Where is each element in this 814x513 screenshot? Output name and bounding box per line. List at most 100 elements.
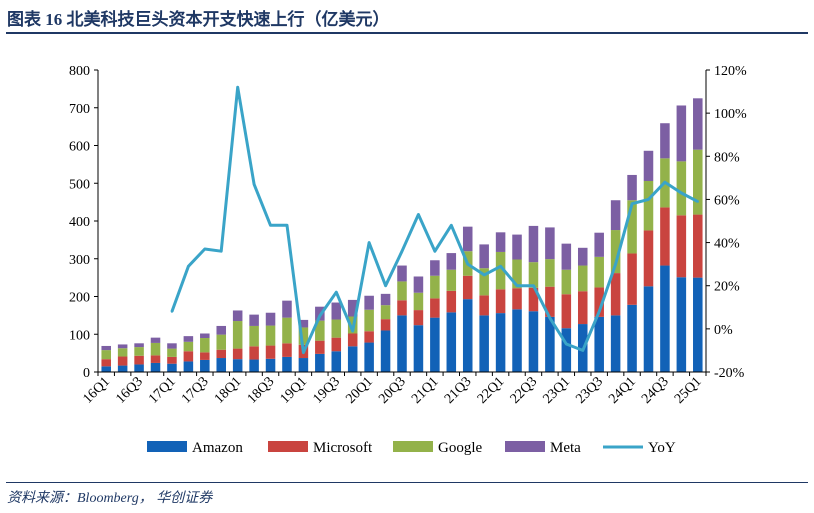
bar-meta-22q1	[495, 232, 506, 252]
bar-meta-24q1	[627, 174, 637, 201]
bar-meta-16q1	[101, 345, 111, 351]
bar-google-16q1	[101, 350, 111, 360]
x-tick-label: 24Q3	[639, 374, 672, 407]
yoy-point-22q3	[532, 284, 535, 287]
bar-google-22q1	[495, 251, 506, 290]
yoy-point-17q1	[170, 310, 174, 313]
bar-microsoft-21q1	[430, 298, 440, 318]
bar-amazon-22q4	[545, 316, 555, 372]
bar-microsoft-17q1	[167, 356, 177, 364]
bar-amazon-21q2	[446, 312, 457, 372]
yoy-point-18q3	[269, 224, 272, 227]
yoy-point-19q1	[302, 351, 305, 354]
bar-microsoft-18q1	[232, 348, 243, 360]
bar-amazon-17q3	[200, 359, 210, 372]
bar-amazon-25q1	[693, 277, 703, 372]
bar-amazon-21q4	[479, 315, 489, 372]
figure-title: 图表 16 北美科技巨头资本开支快速上行（亿美元）	[7, 10, 390, 29]
x-tick-label: 16Q3	[113, 374, 146, 407]
bar-meta-22q3	[528, 225, 539, 263]
yoy-point-22q4	[548, 316, 552, 320]
bar-microsoft-21q3	[462, 275, 473, 300]
yoy-point-17q3	[203, 247, 207, 251]
bar-meta-17q2	[183, 336, 194, 342]
bar-microsoft-17q3	[200, 352, 210, 360]
bar-microsoft-22q3	[528, 287, 539, 312]
bar-meta-21q2	[446, 253, 457, 270]
bar-meta-24q2	[643, 150, 654, 181]
x-tick-label: 19Q3	[310, 374, 343, 407]
source-rule	[6, 482, 808, 483]
yoy-point-21q2	[450, 224, 453, 227]
bar-microsoft-23q4	[610, 273, 621, 316]
legend-swatch-microsoft	[268, 441, 308, 452]
bar-amazon-19q4	[347, 346, 358, 372]
capex-chart: 0 100 200 300 400 500 600 700 800 -20% 0% 20% 40% 60%…	[69, 64, 747, 456]
bar-microsoft-20q3	[397, 300, 407, 316]
x-tick-label: 22Q3	[508, 374, 541, 407]
yoy-point-22q2	[515, 284, 519, 287]
source-note: 资料来源：Bloomberg， 华创证券	[7, 491, 213, 506]
yoy-point-25q1	[696, 200, 699, 203]
yoy-point-17q2	[187, 265, 190, 268]
bar-meta-20q3	[397, 265, 407, 282]
yoy-point-20q3	[400, 250, 404, 253]
bar-microsoft-20q2	[380, 319, 391, 331]
bar-google-16q2	[117, 348, 128, 357]
bar-amazon-22q1	[495, 313, 506, 372]
x-tick-label: 18Q3	[245, 374, 278, 407]
x-tick-label: 23Q1	[541, 374, 574, 407]
bar-microsoft-20q1	[364, 331, 374, 343]
bar-meta-17q3	[200, 333, 210, 339]
bar-microsoft-24q1	[627, 253, 637, 305]
bar-meta-22q2	[512, 234, 522, 260]
x-tick-label: 18Q1	[212, 374, 245, 407]
legend-swatch-meta	[505, 441, 545, 452]
bar-amazon-23q1	[561, 328, 572, 372]
bar-google-16q4	[150, 342, 161, 356]
bar-amazon-20q1	[364, 342, 374, 372]
bar-google-23q3	[594, 256, 604, 288]
bar-google-23q1	[561, 269, 572, 295]
bar-microsoft-16q1	[101, 359, 111, 367]
y-tick-label: 700	[69, 102, 90, 117]
yoy-point-21q4	[482, 273, 486, 277]
legend: Amazon Microsoft Google Meta YoY	[147, 440, 676, 456]
y-tick-label: 200	[69, 291, 90, 306]
bar-amazon-16q3	[134, 364, 144, 372]
bar-amazon-20q3	[397, 315, 407, 372]
bar-microsoft-22q1	[495, 289, 506, 314]
bar-amazon-20q2	[380, 330, 391, 372]
bar-google-17q2	[183, 341, 194, 352]
bar-microsoft-19q4	[347, 333, 358, 347]
x-tick-label: 25Q1	[672, 374, 705, 407]
bar-google-18q2	[249, 325, 259, 347]
yoy-point-24q4	[680, 191, 683, 195]
bar-amazon-17q4	[216, 358, 227, 372]
bar-amazon-21q3	[462, 299, 473, 372]
y-tick-label: 800	[69, 64, 90, 79]
legend-label-meta: Meta	[550, 440, 581, 456]
bar-microsoft-16q4	[150, 355, 161, 363]
bar-microsoft-18q4	[282, 343, 292, 357]
yoy-point-18q2	[252, 183, 256, 186]
bar-amazon-19q2	[315, 353, 325, 372]
yoy-point-20q4	[417, 213, 420, 216]
yoy-point-20q2	[384, 284, 387, 287]
bar-amazon-18q1	[232, 359, 243, 372]
bar-google-21q2	[446, 269, 457, 291]
yoy-line-series	[170, 85, 699, 355]
bar-amazon-24q4	[676, 277, 687, 372]
bar-google-16q3	[134, 347, 144, 356]
bar-meta-20q4	[413, 276, 424, 293]
bar-google-19q2	[315, 320, 325, 341]
y2-tick-label: 20%	[714, 280, 740, 295]
bar-amazon-18q2	[249, 359, 259, 372]
bar-google-20q1	[364, 309, 374, 332]
bar-amazon-19q1	[298, 358, 309, 372]
yoy-point-23q3	[597, 310, 601, 313]
bar-amazon-23q3	[594, 316, 604, 372]
y-tick-label: 100	[69, 328, 90, 343]
bar-google-17q1	[167, 348, 177, 357]
bar-google-18q3	[265, 325, 276, 346]
